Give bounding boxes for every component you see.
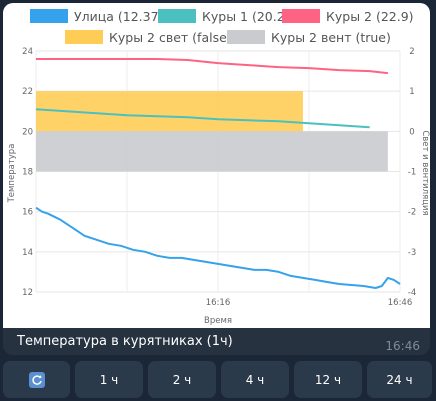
y-tick-label: 22 <box>22 87 33 97</box>
y2-tick-label: -4 <box>408 288 416 298</box>
legend-swatch <box>30 9 68 23</box>
range-12h-button[interactable]: 12 ч <box>294 361 362 398</box>
band-ventilation <box>36 131 388 172</box>
y-tick-label: 14 <box>22 248 33 258</box>
inline-keyboard: 1 ч 2 ч 4 ч 12 ч 24 ч <box>0 361 436 401</box>
legend-swatch <box>158 9 196 23</box>
refresh-button[interactable] <box>3 361 70 398</box>
y-tick-label: 12 <box>22 288 33 298</box>
y-tick-label: 18 <box>22 168 33 178</box>
legend-label: Куры 2 вент (true) <box>271 30 391 45</box>
y-axis-title: Температура <box>7 144 17 204</box>
y2-tick-label: 1 <box>409 87 414 97</box>
x-axis-title: Время <box>204 316 232 326</box>
y-tick-label: 24 <box>22 47 33 57</box>
y2-tick-label: -1 <box>408 168 416 178</box>
y2-tick-label: 0 <box>409 127 414 137</box>
series-line-0 <box>35 206 401 289</box>
series-line-1 <box>35 108 370 129</box>
legend-swatch <box>282 9 320 23</box>
legend-swatch <box>65 30 103 44</box>
x-tick-label: 16:46 <box>388 298 413 308</box>
y2-tick-label: -3 <box>408 248 416 258</box>
legend-label: Улица (12.37) <box>74 9 163 24</box>
y2-tick-label: -2 <box>408 208 416 218</box>
y2-tick-label: 2 <box>409 47 414 57</box>
y2-axis-title: Свет и вентиляция <box>420 130 430 215</box>
y-tick-label: 16 <box>22 208 33 218</box>
message-caption: Температура в курятниках (1ч) <box>17 334 233 349</box>
legend-label: Куры 2 свет (false) <box>109 30 232 45</box>
x-tick-label: 16:16 <box>206 298 231 308</box>
series-line-2 <box>36 58 389 75</box>
legend-swatch <box>227 30 265 44</box>
range-2h-button[interactable]: 2 ч <box>148 361 216 398</box>
legend-label: Куры 1 (20.2) <box>202 9 290 24</box>
y-tick-label: 20 <box>22 127 33 137</box>
range-4h-button[interactable]: 4 ч <box>221 361 289 398</box>
chart-image: Улица (12.37) Куры 1 (20.2) Куры 2 (22.9) К… <box>3 3 430 328</box>
message-time: 16:46 <box>385 339 420 353</box>
range-1h-button[interactable]: 1 ч <box>75 361 143 398</box>
chart-message: Улица (12.37) Куры 1 (20.2) Куры 2 (22.9) К… <box>3 3 430 355</box>
range-24h-button[interactable]: 24 ч <box>367 361 432 398</box>
refresh-icon <box>28 371 45 388</box>
legend-label: Куры 2 (22.9) <box>326 9 414 24</box>
temperature-chart: Улица (12.37) Куры 1 (20.2) Куры 2 (22.9) К… <box>7 9 430 326</box>
